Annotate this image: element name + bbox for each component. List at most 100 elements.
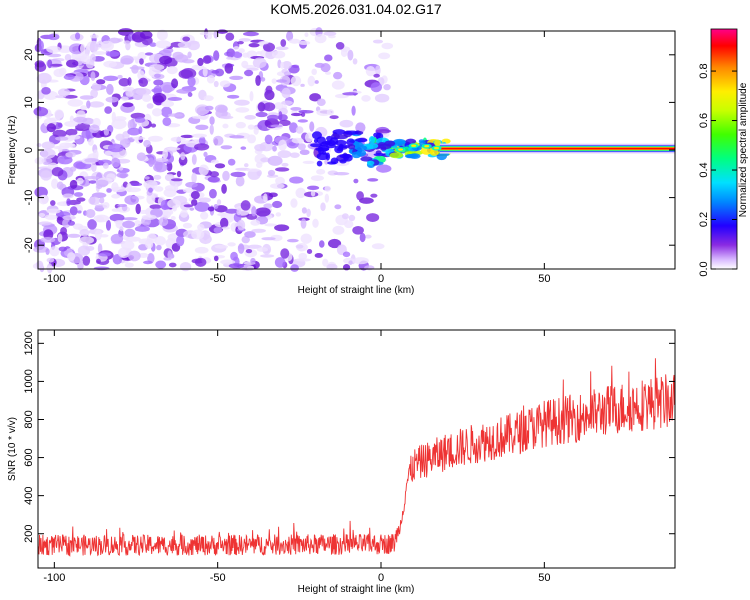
spectral-noise-blob — [122, 220, 135, 229]
spectral-noise-blob — [290, 106, 302, 111]
spectral-noise-blob — [264, 223, 277, 227]
spectral-noise-blob — [251, 228, 267, 233]
spectral-noise-blob — [281, 100, 293, 106]
spectral-noise-blob — [134, 225, 150, 232]
spectral-noise-blob — [130, 182, 143, 187]
spectral-noise-blob — [106, 188, 112, 193]
spectral-noise-blob — [46, 123, 57, 133]
spectral-noise-blob — [126, 182, 132, 193]
spectral-noise-blob — [117, 74, 123, 79]
spectral-noise-blob — [244, 69, 254, 77]
spectral-noise-blob — [69, 143, 76, 149]
spectral-noise-blob — [77, 245, 91, 256]
spectral-noise-blob — [278, 114, 288, 121]
spectral-noise-blob — [359, 232, 366, 243]
spectral-noise-blob — [183, 204, 194, 208]
spectral-noise-blob — [99, 40, 114, 52]
spectral-noise-blob — [271, 78, 277, 84]
snr-series-line — [37, 358, 676, 557]
spectral-noise-blob — [170, 216, 176, 221]
spectral-noise-blob — [88, 124, 100, 134]
spectral-noise-blob — [143, 179, 158, 189]
spectral-noise-blob — [371, 243, 385, 250]
spectral-noise-blob — [38, 194, 49, 205]
spectrogram-x-label: Height of straight line (km) — [298, 285, 415, 296]
spectral-transition-blob — [336, 147, 343, 152]
spectral-noise-blob — [275, 46, 289, 51]
spectral-noise-blob — [280, 61, 285, 69]
spectral-noise-blob — [90, 89, 98, 99]
spectral-noise-blob — [216, 29, 228, 34]
spectral-noise-blob — [124, 262, 134, 268]
spectral-noise-blob — [205, 33, 213, 40]
spectral-noise-blob — [138, 252, 149, 259]
spectral-noise-blob — [96, 79, 106, 85]
spectral-noise-blob — [46, 265, 55, 271]
spectral-transition-blob — [406, 154, 419, 159]
spectral-noise-blob — [179, 262, 192, 272]
spectral-noise-blob — [191, 172, 197, 184]
spectral-noise-blob — [261, 237, 276, 241]
spectral-noise-blob — [295, 187, 306, 199]
spectral-noise-blob — [111, 157, 121, 168]
spectral-noise-blob — [195, 124, 209, 131]
spectral-noise-blob — [255, 75, 261, 87]
spectral-noise-blob — [73, 116, 88, 123]
spectral-noise-blob — [238, 38, 251, 42]
spectral-noise-blob — [41, 141, 55, 150]
spectral-noise-blob — [351, 105, 356, 116]
spectral-noise-blob — [286, 30, 294, 42]
spectral-noise-blob — [99, 196, 105, 204]
spectral-noise-blob — [314, 252, 323, 258]
spectral-noise-blob — [307, 185, 320, 191]
spectral-noise-blob — [103, 75, 119, 81]
spectral-noise-blob — [300, 112, 306, 117]
spectral-noise-blob — [197, 57, 204, 67]
x-tick-label: -50 — [210, 572, 226, 584]
spectral-noise-blob — [138, 126, 143, 135]
spectral-noise-blob — [375, 129, 392, 134]
spectral-noise-blob — [171, 78, 179, 89]
carrier-knot-core — [398, 148, 404, 151]
spectral-noise-blob — [187, 51, 192, 59]
spectral-noise-blob — [113, 116, 127, 122]
spectral-transition-blob — [321, 141, 332, 146]
spectral-noise-blob — [52, 129, 67, 138]
spectral-noise-blob — [352, 257, 369, 265]
spectral-noise-blob — [92, 51, 107, 55]
spectral-noise-blob — [79, 228, 90, 237]
spectral-noise-blob — [272, 145, 277, 152]
spectral-noise-blob — [170, 178, 183, 182]
spectral-noise-blob — [209, 188, 217, 199]
x-tick-label: -50 — [210, 273, 226, 285]
spectral-noise-blob — [69, 206, 78, 216]
spectral-noise-blob — [266, 114, 280, 121]
spectral-noise-blob — [202, 55, 212, 64]
spectral-noise-blob — [233, 212, 242, 223]
spectral-noise-blob — [82, 255, 91, 266]
spectral-noise-blob — [353, 178, 359, 184]
spectral-noise-blob — [253, 126, 259, 135]
spectral-transition-blob — [325, 144, 337, 149]
spectral-noise-blob — [143, 139, 151, 148]
spectral-noise-blob — [286, 238, 299, 243]
spectral-noise-blob — [49, 246, 60, 257]
spectral-noise-blob — [47, 33, 60, 41]
spectral-noise-blob — [67, 233, 81, 238]
spectral-noise-blob — [309, 93, 321, 102]
spectral-noise-blob — [255, 207, 271, 217]
spectral-noise-blob — [213, 50, 220, 61]
spectral-noise-blob — [62, 215, 76, 220]
spectral-noise-blob — [310, 190, 316, 197]
spectral-noise-blob — [58, 67, 67, 76]
spectral-noise-blob — [83, 176, 100, 180]
spectral-noise-blob — [119, 138, 131, 148]
spectral-noise-blob — [281, 87, 291, 99]
spectral-noise-blob — [57, 155, 73, 165]
spectral-noise-blob — [283, 71, 292, 76]
spectral-noise-blob — [103, 128, 110, 136]
spectral-noise-blob — [80, 53, 91, 65]
spectral-noise-blob — [40, 170, 52, 181]
spectral-noise-blob — [324, 185, 331, 192]
spectral-noise-blob — [60, 226, 68, 236]
